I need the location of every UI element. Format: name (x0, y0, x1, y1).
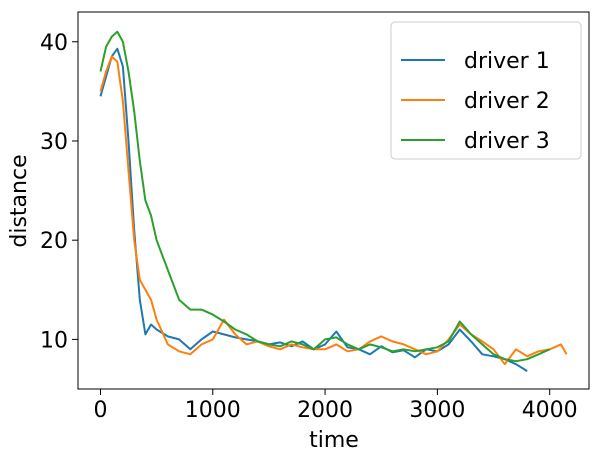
legend-box (390, 21, 582, 160)
x-tick-label: 2000 (297, 398, 353, 423)
x-axis-ticks: 0 1000 2000 3000 4000 (93, 389, 578, 423)
legend-label-1: driver 1 (464, 49, 550, 74)
x-tick-label: 4000 (522, 398, 578, 423)
x-tick-label: 1000 (185, 398, 241, 423)
series-line-3 (99, 30, 551, 363)
series-line-2 (99, 55, 568, 366)
y-axis-label: distance (7, 154, 32, 247)
y-tick-label: 40 (40, 31, 68, 56)
y-axis-ticks: 10 20 30 40 (40, 31, 78, 353)
legend: driver 1 driver 2 driver 3 (390, 21, 582, 160)
y-tick-label: 30 (40, 130, 68, 155)
legend-label-3: driver 3 (464, 129, 550, 154)
plot-lines (99, 30, 568, 372)
y-tick-label: 20 (40, 229, 68, 254)
legend-label-2: driver 2 (464, 89, 550, 114)
x-axis-label: time (309, 428, 359, 453)
x-tick-label: 0 (93, 398, 107, 423)
plot-frame (77, 11, 590, 390)
x-tick-label: 3000 (409, 398, 465, 423)
y-tick-label: 10 (40, 328, 68, 353)
series-line-1 (99, 47, 528, 372)
